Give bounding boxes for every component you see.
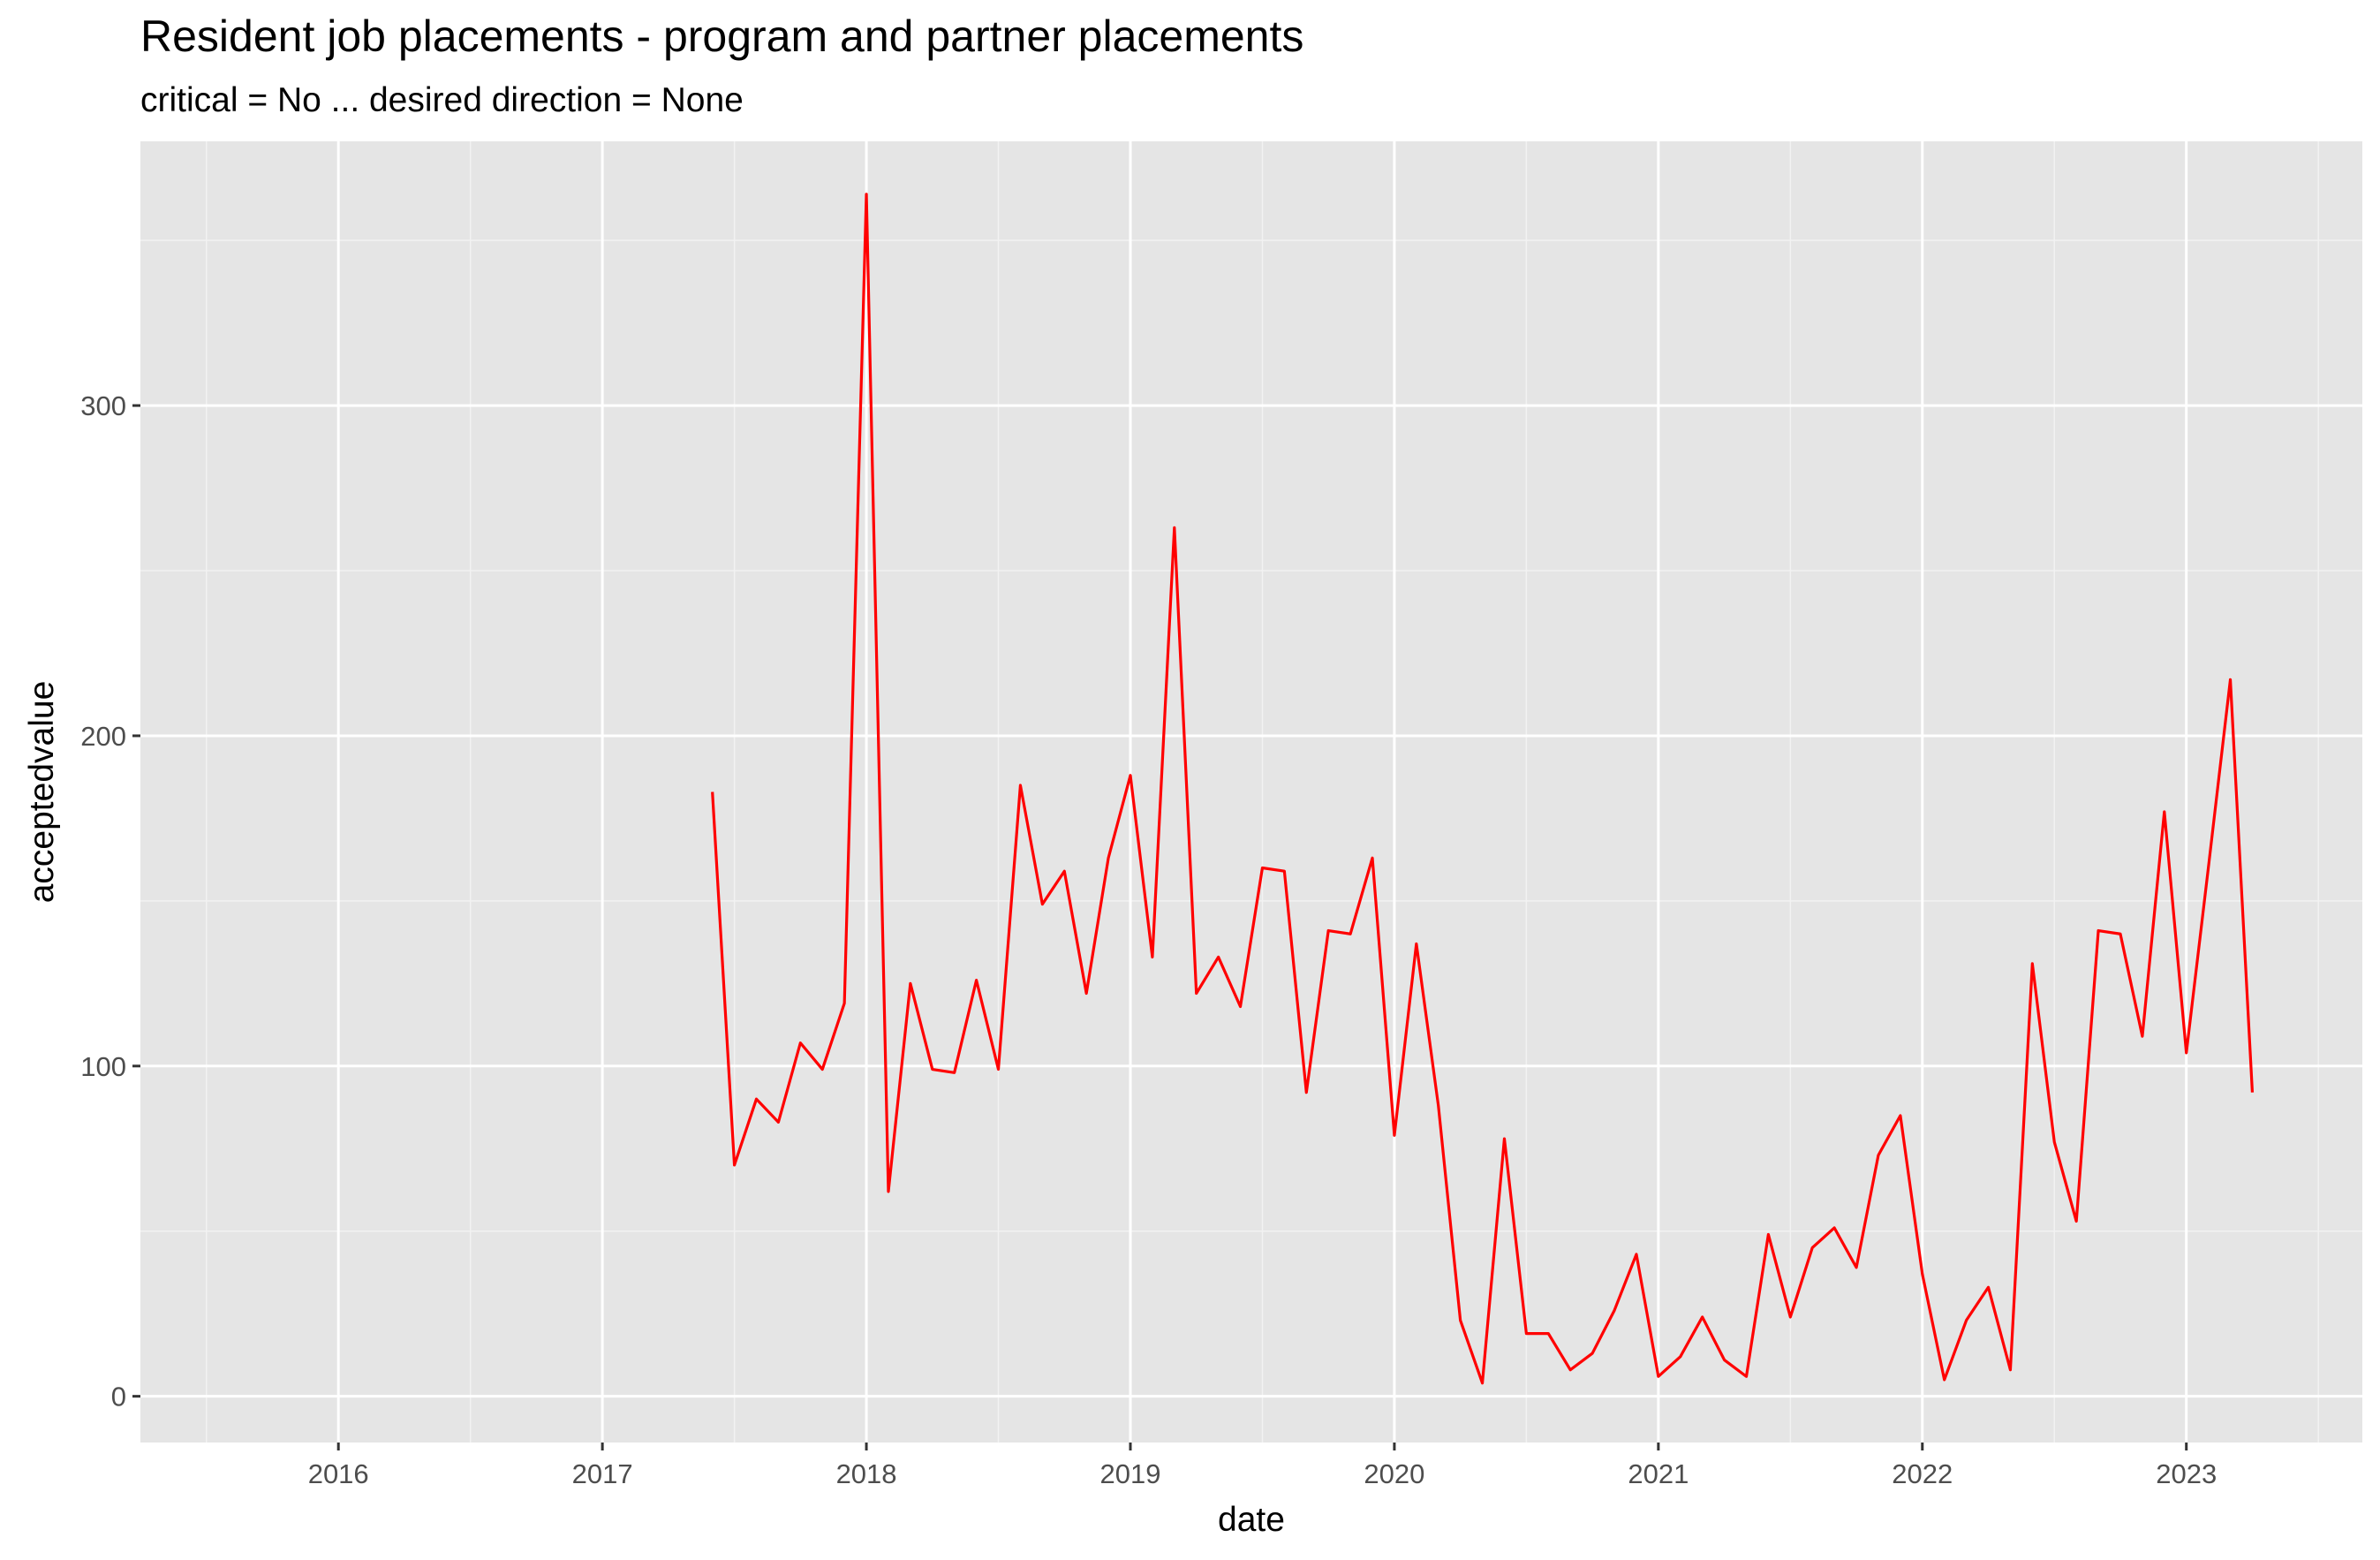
y-axis: 0 100 200 300 — [80, 390, 140, 1412]
x-tick-label: 2021 — [1628, 1458, 1689, 1489]
x-tick-label: 2020 — [1364, 1458, 1424, 1489]
series-layer — [711, 193, 2255, 1385]
y-tick-label: 0 — [111, 1382, 126, 1412]
x-tick-label: 2016 — [308, 1458, 369, 1489]
plot-panel — [140, 141, 2362, 1443]
minor-gridlines — [140, 141, 2362, 1443]
y-tick-label: 100 — [80, 1051, 126, 1082]
x-axis-title: date — [1218, 1501, 1285, 1539]
series-line — [711, 193, 2255, 1385]
x-tick-label: 2022 — [1892, 1458, 1953, 1489]
chart-subtitle: critical = No ... desired direction = No… — [140, 81, 744, 119]
x-tick-label: 2019 — [1100, 1458, 1161, 1489]
major-gridlines — [140, 141, 2362, 1443]
y-tick-label: 300 — [80, 390, 126, 421]
x-tick-label: 2023 — [2156, 1458, 2217, 1489]
y-axis-title: acceptedvalue — [23, 681, 61, 904]
x-tick-label: 2017 — [572, 1458, 633, 1489]
x-tick-label: 2018 — [836, 1458, 897, 1489]
y-tick-label: 200 — [80, 721, 126, 752]
x-axis: 2016 2017 2018 2019 2020 2021 2022 2023 — [308, 1443, 2217, 1489]
chart-title: Resident job placements - program and pa… — [140, 11, 1304, 61]
